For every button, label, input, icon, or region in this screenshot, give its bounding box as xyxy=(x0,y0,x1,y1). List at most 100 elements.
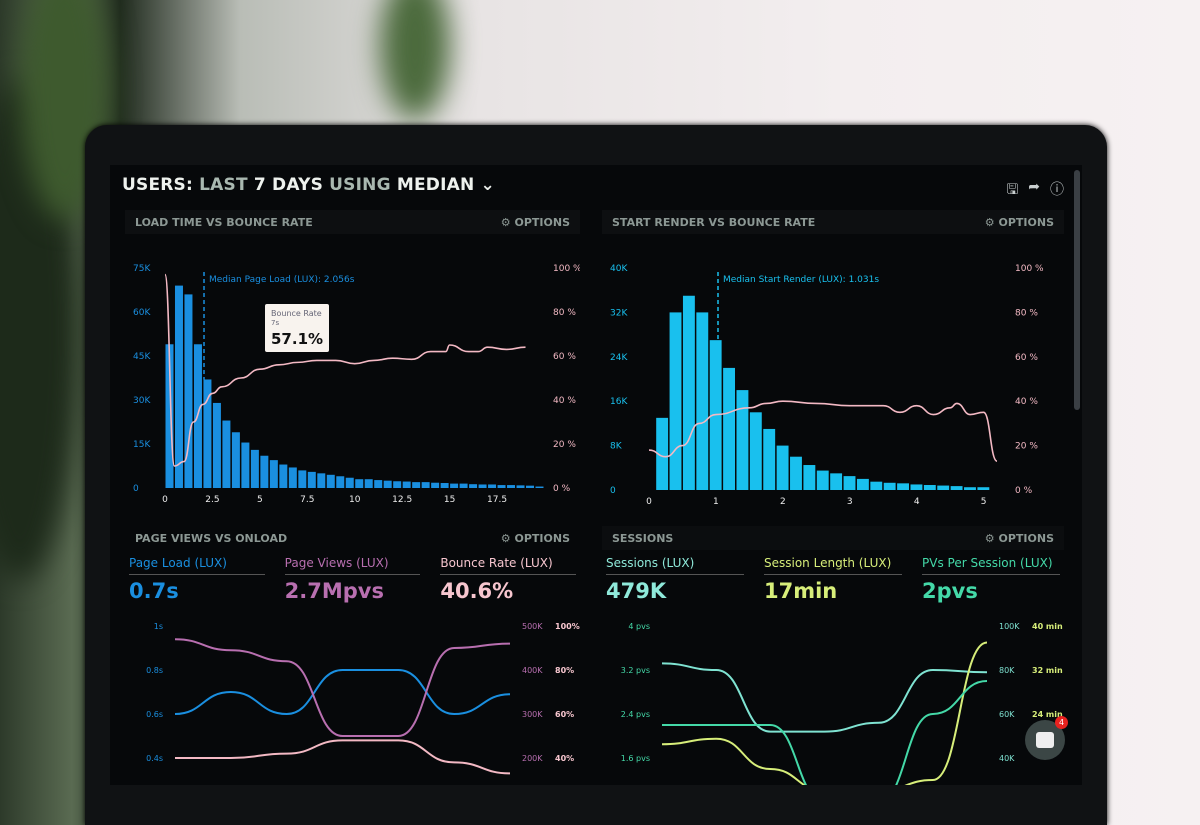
chat-button[interactable]: 4 xyxy=(1025,716,1068,760)
y2-tick-label: 500K xyxy=(522,622,543,631)
histogram-bar xyxy=(279,464,288,488)
histogram-bar xyxy=(383,480,392,488)
histogram-bar xyxy=(421,482,430,488)
histogram-bar xyxy=(203,379,212,488)
options-button[interactable]: ⚙ OPTIONS xyxy=(500,531,570,545)
histogram-bar xyxy=(165,344,174,488)
y-tick-label: 8K xyxy=(610,442,623,452)
histogram-bar xyxy=(856,478,869,490)
histogram-bar xyxy=(269,460,278,488)
kpi-page-views: Page Views (LUX) 2.7Mpvs xyxy=(284,556,421,603)
histogram-bar xyxy=(937,485,950,490)
y2-tick-label: 20 % xyxy=(1015,442,1038,452)
histogram-bar xyxy=(374,480,383,488)
series-line xyxy=(661,641,988,785)
histogram-bar xyxy=(459,483,468,488)
histogram-bar xyxy=(317,473,326,488)
histogram-bar xyxy=(803,465,816,490)
y-tick-label: 60K xyxy=(133,308,151,318)
histogram-bar xyxy=(288,467,297,488)
y-tick-label: 0 xyxy=(133,484,139,494)
histogram-bar xyxy=(184,294,193,488)
y-tick-label: 4 pvs xyxy=(628,622,650,631)
histogram-bar xyxy=(535,486,544,488)
histogram-bar xyxy=(763,428,776,490)
options-button[interactable]: ⚙ OPTIONS xyxy=(500,215,570,229)
histogram-bar xyxy=(412,482,421,488)
y2-tick-label: 100 % xyxy=(553,264,580,274)
y3-tick-label: 100% xyxy=(555,622,580,631)
histogram-bar xyxy=(345,477,354,488)
tooltip-title: Bounce Rate xyxy=(271,309,322,318)
scrollbar[interactable] xyxy=(1074,170,1080,410)
x-tick-label: 0 xyxy=(646,497,652,507)
y-tick-label: 32K xyxy=(610,308,628,318)
histogram-bar xyxy=(231,432,240,488)
y2-tick-label: 60K xyxy=(999,710,1015,719)
y2-tick-label: 80 % xyxy=(1015,308,1038,318)
histogram-bar xyxy=(469,484,478,488)
y-tick-label: 1.6 pvs xyxy=(621,754,650,763)
kpi-bounce-rate: Bounce Rate (LUX) 40.6% xyxy=(440,556,577,603)
y3-tick-label: 60% xyxy=(555,710,574,719)
panel-sessions: SESSIONS ⚙ OPTIONS Sessions (LUX) 479K Ses… xyxy=(602,526,1064,785)
y3-tick-label: 24 min xyxy=(1032,710,1063,719)
y3-tick-label: 40 min xyxy=(1032,622,1063,631)
histogram-bar xyxy=(977,487,990,490)
x-tick-label: 1 xyxy=(713,497,719,507)
panel-title: SESSIONS xyxy=(612,531,674,545)
kpi-page-load: Page Load (LUX) 0.7s xyxy=(129,556,265,603)
tooltip-sub: 7s xyxy=(271,319,279,327)
options-button[interactable]: ⚙ OPTIONS xyxy=(984,531,1054,545)
y2-tick-label: 20 % xyxy=(553,440,576,450)
y2-tick-label: 40 % xyxy=(1015,397,1038,407)
y-tick-label: 40K xyxy=(610,264,628,274)
histogram-bar xyxy=(364,479,373,488)
page-title[interactable]: USERS: LAST 7 DAYS USING MEDIAN ⌄ xyxy=(122,175,495,195)
histogram-bar xyxy=(923,485,936,490)
histogram-bar xyxy=(326,474,335,488)
histogram-bar xyxy=(402,481,411,488)
histogram-bar xyxy=(507,485,516,488)
share-icon[interactable]: ➦ xyxy=(1028,179,1040,195)
chart-start-render: 0 8K 16K 24K 32K 40K 0 % 20 % 40 % 60 % 80 % 100 % 0… xyxy=(610,264,1044,527)
histogram-bar xyxy=(749,412,762,490)
bounce-rate-line xyxy=(164,273,526,467)
histogram-bar xyxy=(776,445,789,490)
histogram-bar xyxy=(816,470,829,490)
histogram-bar xyxy=(260,455,269,488)
y2-tick-label: 60 % xyxy=(1015,353,1038,363)
y2-tick-label: 0 % xyxy=(553,484,571,494)
y-tick-label: 15K xyxy=(133,440,151,450)
histogram-bar xyxy=(950,486,963,490)
y-tick-label: 0.6s xyxy=(146,710,163,719)
y2-tick-label: 0 % xyxy=(1015,486,1033,496)
histogram-bar xyxy=(669,312,682,490)
y2-tick-label: 100 % xyxy=(1015,264,1044,274)
y-tick-label: 0.8s xyxy=(146,666,163,675)
histogram-bar xyxy=(656,417,669,490)
chevron-down-icon[interactable]: ⌄ xyxy=(480,175,495,195)
x-tick-label: 10 xyxy=(349,495,361,505)
series-line xyxy=(662,680,988,785)
y2-tick-label: 60 % xyxy=(553,352,576,362)
histogram-bar xyxy=(298,470,307,488)
help-icon[interactable]: ⓘ xyxy=(1050,182,1064,198)
panel-load-time: LOAD TIME VS BOUNCE RATE ⚙ OPTIONS 0 15K 30… xyxy=(125,210,582,525)
monitor-icon[interactable]: 🖫 xyxy=(1006,182,1019,198)
x-tick-label: 5 xyxy=(257,495,263,505)
histogram-bar xyxy=(682,295,695,490)
histogram-bar xyxy=(336,476,345,488)
kpi-sessions: Sessions (LUX) 479K xyxy=(606,556,744,603)
y-tick-label: 2.4 pvs xyxy=(621,710,650,719)
x-tick-label: 12.5 xyxy=(392,495,412,505)
y-tick-label: 75K xyxy=(133,264,151,274)
y3-tick-label: 80% xyxy=(555,666,574,675)
chat-icon xyxy=(1036,732,1054,748)
tooltip xyxy=(265,304,329,352)
histogram-bar xyxy=(723,367,735,490)
x-tick-label: 2.5 xyxy=(205,495,219,505)
bounce-rate-line xyxy=(648,400,998,462)
x-tick-label: 0 xyxy=(162,495,168,505)
options-button[interactable]: ⚙ OPTIONS xyxy=(984,215,1054,229)
